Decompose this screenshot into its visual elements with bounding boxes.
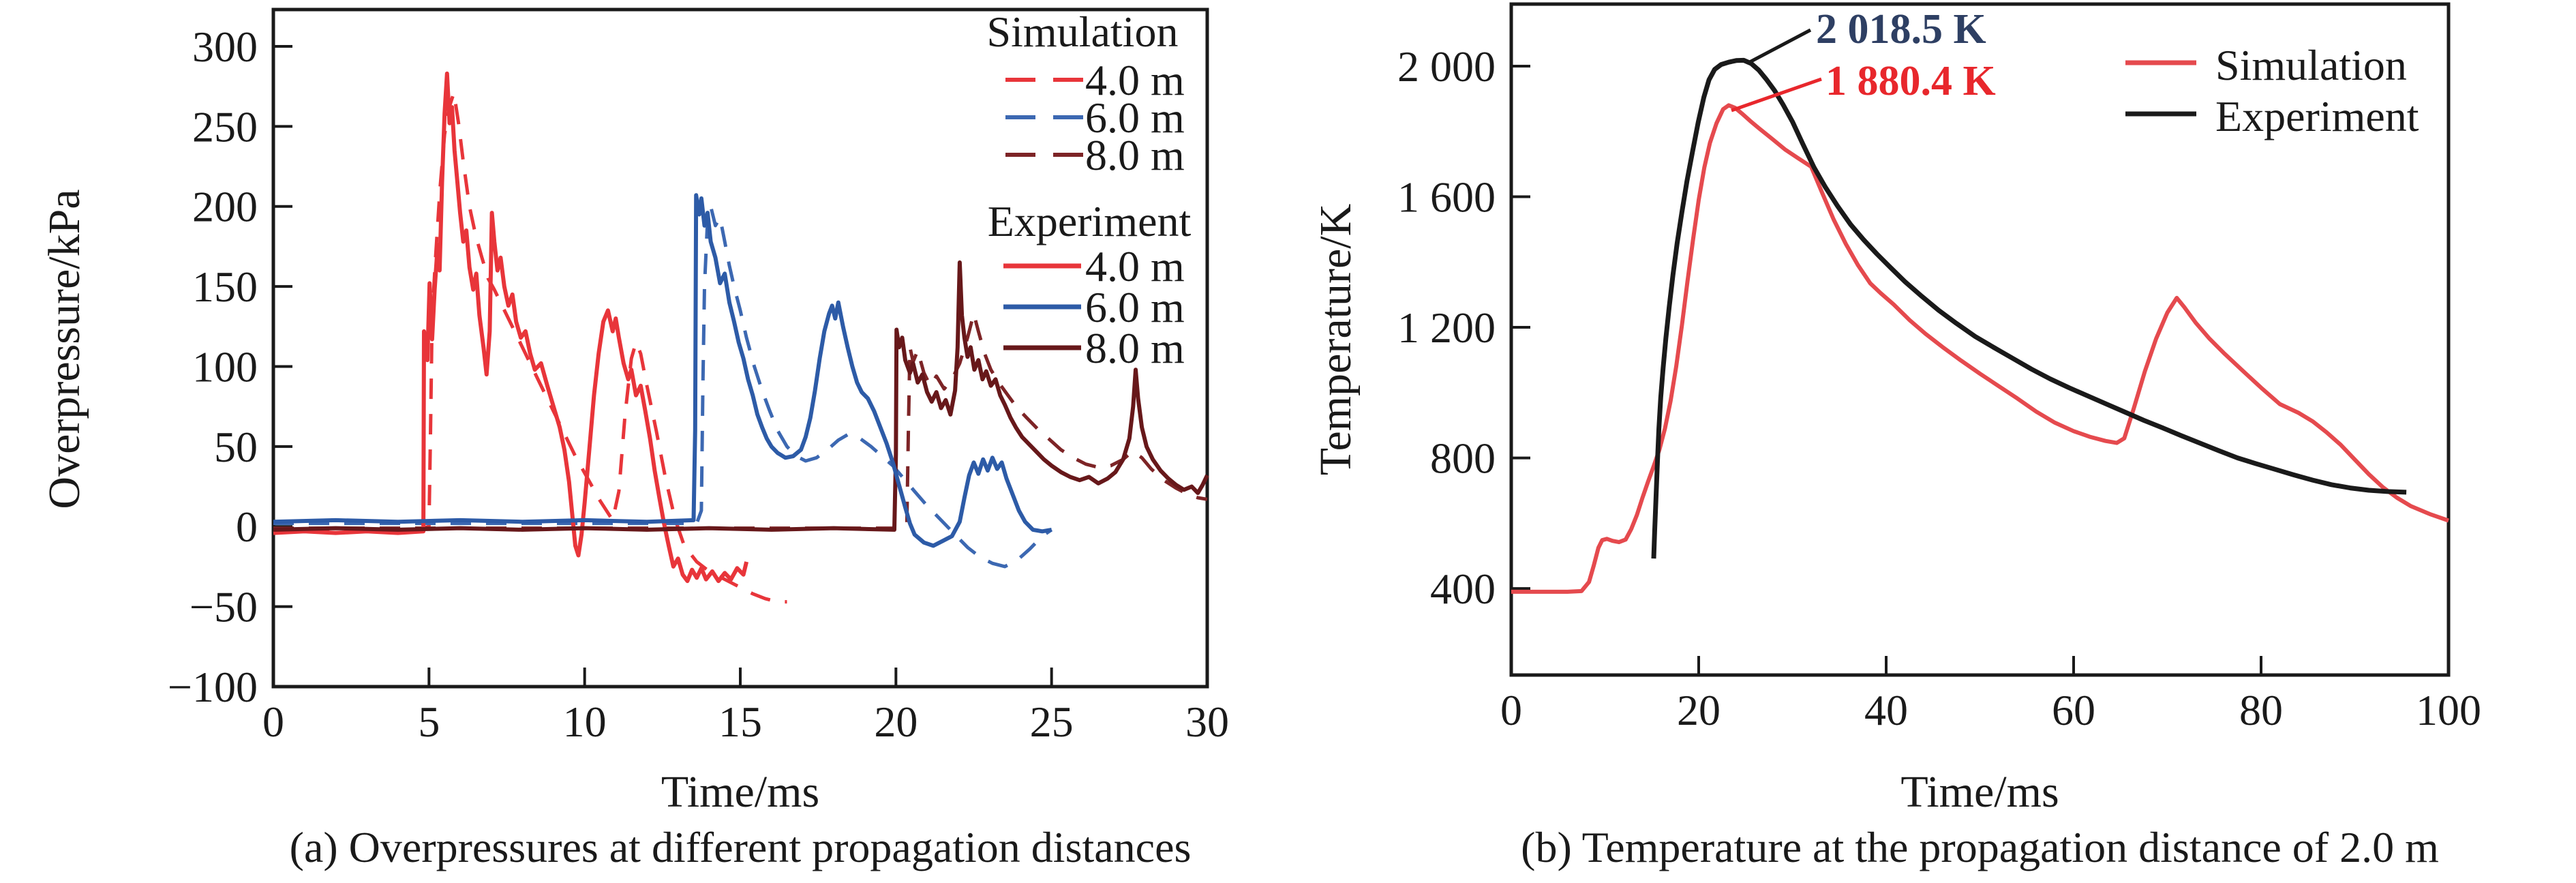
annotation-leader-1 (1731, 77, 1822, 113)
y-tick-label: 800 (1430, 434, 1496, 483)
y-axis-title-a: Overpressure/kPa (40, 189, 89, 509)
x-tick-label: 60 (2052, 686, 2095, 734)
legend-a-exp-6m-label: 6.0 m (1085, 283, 1185, 331)
caption-a: (a) Overpressures at different propagati… (289, 823, 1192, 871)
x-axis-title-a: Time/ms (661, 767, 820, 817)
legend-a-sim-8m-label: 8.0 m (1085, 131, 1185, 179)
series-sim-6m (273, 205, 1053, 569)
series-sim-8m (273, 312, 1208, 530)
y-tick-label: −50 (190, 583, 258, 631)
y-tick-label: 2 000 (1397, 42, 1496, 91)
x-tick-label: 30 (1185, 698, 1229, 746)
series-exp-b (1651, 57, 2407, 559)
x-tick-label: 0 (1500, 686, 1522, 734)
annotation-experiment-peak: 2 018.5 K (1816, 6, 1986, 53)
x-tick-label: 80 (2239, 686, 2283, 734)
legend-a-experiment-header: Experiment (987, 197, 1192, 245)
y-tick-label: 50 (214, 423, 258, 471)
caption-b: (b) Temperature at the propagation dista… (1521, 823, 2439, 871)
x-tick-label: 40 (1864, 686, 1908, 734)
x-tick-label: 20 (1677, 686, 1721, 734)
y-tick-label: 400 (1430, 565, 1496, 613)
legend-a-simulation-header: Simulation (986, 8, 1179, 56)
x-axis-title-b: Time/ms (1900, 767, 2059, 817)
x-tick-label: 20 (874, 698, 918, 746)
annotation-leader-0 (1747, 28, 1812, 65)
legend-a-sim-4m-label: 4.0 m (1085, 56, 1185, 104)
x-tick-label: 5 (418, 698, 440, 746)
plot-frame-b (1509, 2, 2451, 677)
y-tick-label: 0 (236, 503, 258, 551)
y-axis-title-b: Temperature/K (1311, 203, 1361, 476)
legend-b-experiment-label: Experiment (2215, 92, 2419, 140)
x-tick-label: 10 (563, 698, 607, 746)
y-tick-label: −100 (168, 663, 258, 711)
x-tick-label: 0 (262, 698, 284, 746)
legend-a-exp-8m-label: 8.0 m (1085, 324, 1185, 372)
series-exp-8m (273, 260, 1209, 532)
y-tick-label: 300 (192, 23, 258, 71)
series-exp-6m (273, 193, 1052, 548)
y-tick-label: 200 (192, 183, 258, 231)
series-exp-4m (273, 71, 749, 584)
y-tick-label: 250 (192, 102, 258, 151)
x-tick-label: 100 (2416, 686, 2481, 734)
series-sim-b (1511, 103, 2449, 594)
annotation-simulation-peak: 1 880.4 K (1825, 58, 1996, 104)
legend-b-simulation-label: Simulation (2215, 41, 2407, 89)
legend-a-exp-4m-label: 4.0 m (1085, 242, 1185, 290)
y-tick-label: 150 (192, 263, 258, 311)
y-tick-label: 1 600 (1397, 173, 1496, 222)
y-tick-label: 1 200 (1397, 303, 1496, 352)
y-tick-label: 100 (192, 342, 258, 391)
x-tick-label: 25 (1030, 698, 1074, 746)
legend-a-sim-6m-label: 6.0 m (1085, 93, 1185, 142)
x-tick-label: 15 (718, 698, 762, 746)
